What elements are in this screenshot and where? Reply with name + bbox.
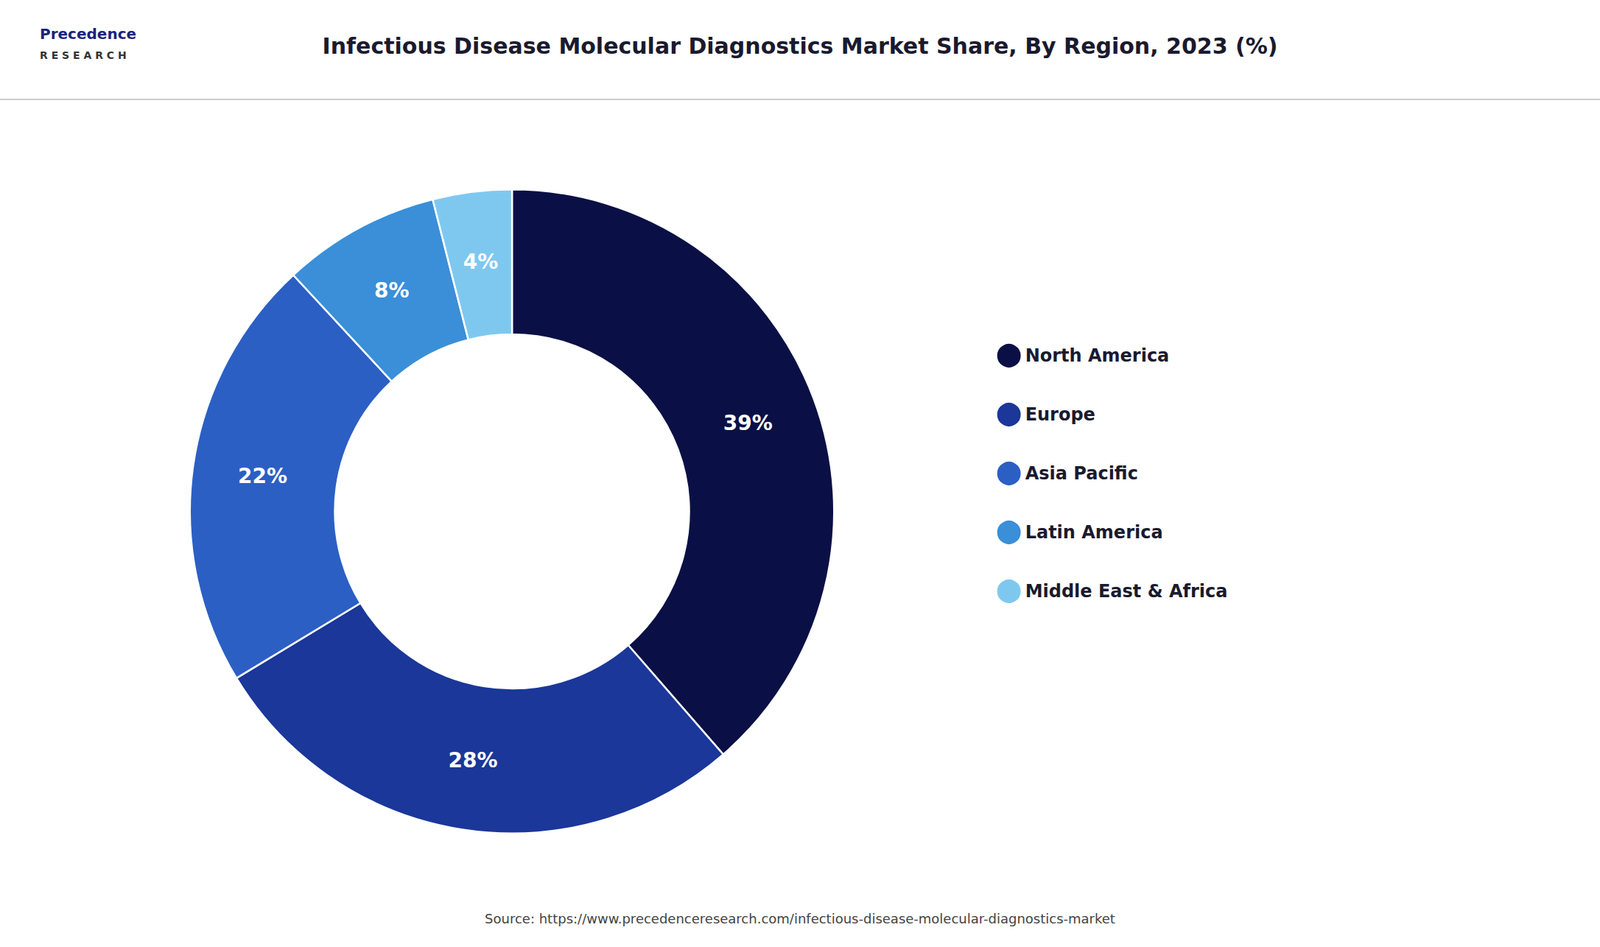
svg-text:Europe: Europe	[1025, 404, 1096, 426]
svg-text:Infectious Disease Molecular D: Infectious Disease Molecular Diagnostics…	[322, 33, 1279, 59]
svg-text:Asia Pacific: Asia Pacific	[1025, 463, 1139, 484]
svg-text:22%: 22%	[237, 464, 288, 489]
svg-text:R E S E A R C H: R E S E A R C H	[39, 49, 127, 62]
svg-text:4%: 4%	[463, 249, 499, 275]
svg-text:North America: North America	[1025, 345, 1170, 367]
svg-text:Latin America: Latin America	[1025, 522, 1164, 543]
svg-text:28%: 28%	[448, 748, 498, 773]
svg-text:Middle East & Africa: Middle East & Africa	[1025, 581, 1228, 602]
svg-text:39%: 39%	[723, 411, 773, 436]
svg-text:8%: 8%	[374, 278, 410, 303]
svg-text:Source: https://www.precedence: Source: https://www.precedenceresearch.c…	[484, 911, 1116, 927]
svg-text:Precedence: Precedence	[39, 25, 137, 43]
